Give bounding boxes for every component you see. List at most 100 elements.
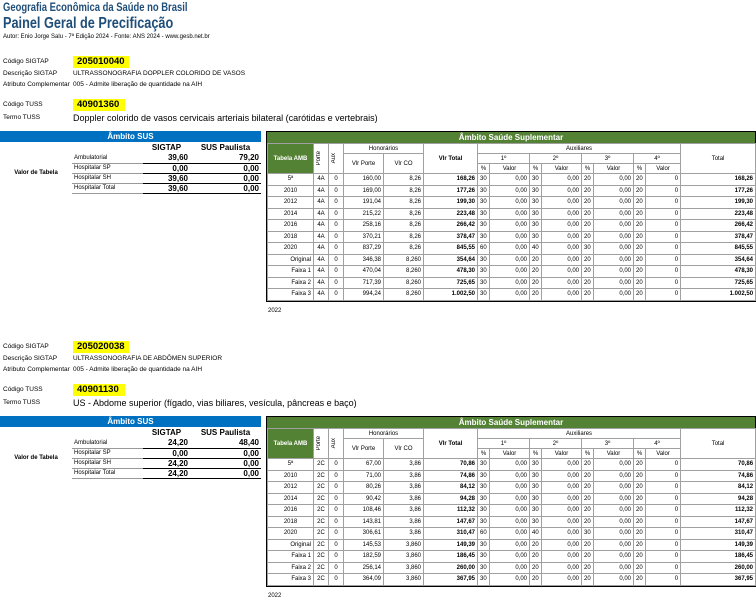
ss-aux1-valor: 0,00 [489,173,531,186]
ss-aux1-pct: 30 [477,230,491,243]
aux4-header: 4º [633,153,682,164]
sus-paulista-value: 0,00 [190,173,261,184]
ss-aux4-pct: 20 [633,550,647,563]
ss-aux3-valor: 0,00 [593,242,635,255]
ss-aux2-valor: 0,00 [541,458,583,471]
ss-amb-cell: 2010 [267,469,314,482]
ss-vlr-co-cell: 3,86 [382,515,425,528]
ss-aux3-pct: 30 [581,527,595,540]
sus-row: Hospitalar Total 24,20 0,00 [0,468,261,479]
ss-amb-cell: Faixa 1 [267,550,314,563]
ss-aux2-pct: 40 [529,527,543,540]
termo-tuss-value: Doppler colorido de vasos cervicais arte… [73,112,378,123]
ss-aux-cell: 0 [328,573,344,586]
ss-vlr-co-cell: 3,860 [382,538,425,551]
descricao-sigtap-value: ULTRASSONOGRAFIA DOPPLER COLORIDO DE VAS… [73,70,246,77]
ss-aux1-valor: 0,00 [489,561,531,574]
ss-vlr-porte-cell: 143,81 [343,515,384,528]
ss-vlr-porte-cell: 90,42 [343,492,384,505]
ss-total-cell: 478,30 [680,265,756,278]
ss-aux2-pct: 30 [529,230,543,243]
ss-aux4-pct: 20 [633,504,647,517]
ss-aux3-pct: 20 [581,276,595,289]
ss-aux2-pct: 20 [529,573,543,586]
ss-vlr-co-cell: 8,26 [382,184,425,197]
ss-row: Faixa 1 2C 0 182,59 3,860 186,45 30 0,00 20 0,00 2… [267,550,756,563]
codigo-tuss-row: Código TUSS 40901130 [3,383,125,396]
descricao-sigtap-row: Descrição SIGTAP ULTRASSONOGRAFIA DOPPLE… [3,68,245,79]
ss-aux3-valor: 0,00 [593,196,635,209]
ss-aux4-pct: 20 [633,515,647,528]
ss-vlr-porte-cell: 108,46 [343,504,384,517]
ss-aux4-valor: 0 [645,515,682,528]
ss-aux1-pct: 30 [477,288,491,301]
ss-vlr-porte-cell: 71,00 [343,469,384,482]
ss-aux1-valor: 0,00 [489,481,531,494]
sigtap-header: SIGTAP [151,428,182,437]
ss-vlr-co-cell: 8,26 [382,242,425,255]
sus-table: SIGTAP SUS Paulista Valor de Tabela Ambul… [0,427,261,479]
codigo-sigtap-value: 205020038 [73,340,129,353]
sus-paulista-value: 0,00 [190,458,261,469]
aux3-header: 3º [581,153,635,164]
ss-aux2-pct: 30 [529,173,543,186]
ss-row: 2020 4A 0 837,29 8,26 845,55 60 0,00 40 0,00 30 0,0… [267,242,756,255]
ss-aux2-pct: 20 [529,276,543,289]
ss-amb-cell: Faixa 2 [267,561,314,574]
ss-vlr-co-cell: 3,86 [382,481,425,494]
ss-porte-cell: 4A [313,219,329,232]
ss-vlr-porte-cell: 145,53 [343,538,384,551]
aux1-valor-header: Valor [489,163,531,174]
ss-row: Original 2C 0 145,53 3,860 149,39 30 0,00 20 0,00… [267,538,756,551]
ss-aux1-pct: 30 [477,492,491,505]
sus-sigtap-value: 0,00 [143,163,190,174]
ss-aux2-valor: 0,00 [541,481,583,494]
sus-paulista-value: 48,40 [190,438,261,449]
ss-row: 2012 2C 0 80,26 3,86 84,12 30 0,00 30 0,00 20 0,00 2… [267,481,756,494]
ss-total-cell: 94,28 [680,492,756,505]
ss-aux-cell: 0 [328,458,344,471]
aux1-header: 1º [477,438,531,449]
ss-aux-cell: 0 [328,481,344,494]
sus-panel: Âmbito SUS SIGTAP SUS Paulista Valor de … [0,131,261,194]
ss-table: Tabela AMB Porte Aux Honorários Vlr Tota… [267,143,756,301]
ss-row: 2016 4A 0 258,16 8,26 266,42 30 0,00 30 0,00 20 0,0… [267,219,756,232]
ss-aux3-pct: 20 [581,573,595,586]
ss-total-cell: 367,95 [680,573,756,586]
auxiliares-header: Auxiliares [477,428,682,439]
ss-vlr-total-cell: 112,32 [423,504,479,517]
ambito-ss-title: Âmbito Saúde Suplementar [267,132,755,143]
ss-aux1-pct: 30 [477,207,491,220]
ss-row: 2018 2C 0 143,81 3,86 147,67 30 0,00 30 0,00 20 0,0… [267,515,756,528]
year-2022-label: 2022 [268,593,282,599]
ss-vlr-porte-cell: 80,26 [343,481,384,494]
ss-vlr-total-cell: 84,12 [423,481,479,494]
ss-aux-cell: 0 [328,527,344,540]
ss-aux4-pct: 20 [633,265,647,278]
ss-aux2-pct: 30 [529,458,543,471]
termo-tuss-row: Termo TUSS US - Abdome superior (fígado,… [3,397,357,408]
sus-paulista-value: 0,00 [190,448,261,459]
ss-aux4-valor: 0 [645,230,682,243]
aux1-pct-header: % [477,163,491,174]
ss-aux-cell: 0 [328,265,344,278]
ss-aux2-valor: 0,00 [541,242,583,255]
ss-porte-cell: 4A [313,207,329,220]
ss-amb-cell: Faixa 3 [267,288,314,301]
termo-tuss-label: Termo TUSS [3,114,41,121]
vlr-total-header: Vlr Total [423,143,479,174]
vlr-co-header: Vlr CO [382,153,425,174]
ss-vlr-total-cell: 149,39 [423,538,479,551]
ss-porte-cell: 2C [313,561,329,574]
ss-total-cell: 168,26 [680,173,756,186]
ss-amb-cell: 2016 [267,219,314,232]
termo-tuss-label: Termo TUSS [3,399,41,406]
aux-header: Aux [331,153,337,164]
ss-vlr-total-cell: 147,67 [423,515,479,528]
ss-amb-cell: 2016 [267,504,314,517]
ss-aux3-valor: 0,00 [593,276,635,289]
codigo-tuss-value: 40901360 [73,98,125,111]
ss-aux2-valor: 0,00 [541,573,583,586]
ss-aux3-valor: 0,00 [593,253,635,266]
aux3-pct-header: % [581,448,595,459]
